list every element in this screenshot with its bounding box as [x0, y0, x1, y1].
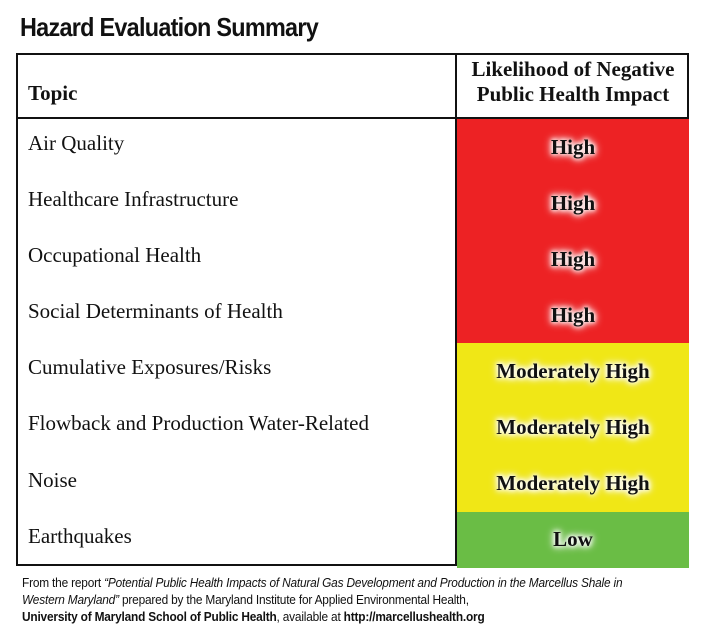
rating-label: Moderately High: [496, 358, 650, 383]
topic-cell: Cumulative Exposures/Risks: [28, 355, 272, 380]
citation-prefix: From the report: [22, 576, 105, 590]
header-topic: Topic: [28, 81, 78, 105]
source-citation: From the report “Potential Public Health…: [22, 575, 659, 626]
rating-cell: High: [457, 175, 689, 232]
school-name: University of Maryland School of Public …: [22, 610, 277, 624]
topic-cell: Healthcare Infrastructure: [28, 187, 239, 212]
page-title: Hazard Evaluation Summary: [20, 12, 319, 42]
table-row: Social Determinants of Health High: [18, 287, 689, 344]
table-row: Earthquakes Low: [18, 511, 689, 568]
topic-cell: Earthquakes: [28, 523, 132, 548]
rating-label: High: [550, 190, 596, 215]
rating-cell: Low: [457, 511, 689, 568]
rating-cell: High: [457, 119, 689, 176]
table-header: Topic Likelihood of Negative Public Heal…: [18, 55, 687, 119]
table-row: Air Quality High: [18, 119, 689, 176]
topic-cell: Flowback and Production Water-Related: [28, 411, 369, 436]
rating-cell: Moderately High: [457, 399, 689, 456]
header-likelihood-line1: Likelihood of Negative: [471, 57, 675, 81]
table-row: Noise Moderately High: [18, 455, 689, 512]
topic-cell: Air Quality: [28, 131, 125, 155]
source-link[interactable]: http://marcellushealth.org: [343, 610, 485, 624]
rating-label: Moderately High: [496, 471, 650, 496]
rating-label: High: [550, 302, 596, 327]
rating-label: High: [550, 246, 596, 271]
citation-available: , available at: [276, 610, 344, 624]
rating-label: High: [550, 134, 596, 159]
topic-cell: Social Determinants of Health: [28, 299, 283, 324]
rating-cell: High: [457, 231, 689, 288]
table-row: Cumulative Exposures/Risks Moderately Hi…: [18, 343, 689, 400]
topic-cell: Noise: [28, 467, 77, 492]
topic-cell: Occupational Health: [28, 243, 202, 268]
citation-middle: prepared by the Maryland Institute for A…: [118, 593, 469, 607]
table-body: Air Quality High Healthcare Infrastructu…: [18, 119, 689, 568]
report-title: “Potential Public Health Impacts of Natu…: [22, 576, 623, 607]
column-divider: [455, 55, 457, 564]
rating-label: Low: [553, 527, 593, 552]
table-row: Flowback and Production Water-Related Mo…: [18, 399, 689, 456]
header-likelihood: Likelihood of Negative Public Health Imp…: [457, 57, 689, 107]
rating-cell: High: [457, 287, 689, 344]
header-likelihood-line2: Public Health Impact: [476, 82, 670, 106]
table-row: Occupational Health High: [18, 231, 689, 288]
rating-cell: Moderately High: [457, 343, 689, 400]
table-row: Healthcare Infrastructure High: [18, 175, 689, 232]
rating-cell: Moderately High: [457, 455, 689, 512]
rating-label: Moderately High: [496, 415, 650, 440]
hazard-table: Topic Likelihood of Negative Public Heal…: [16, 53, 689, 568]
